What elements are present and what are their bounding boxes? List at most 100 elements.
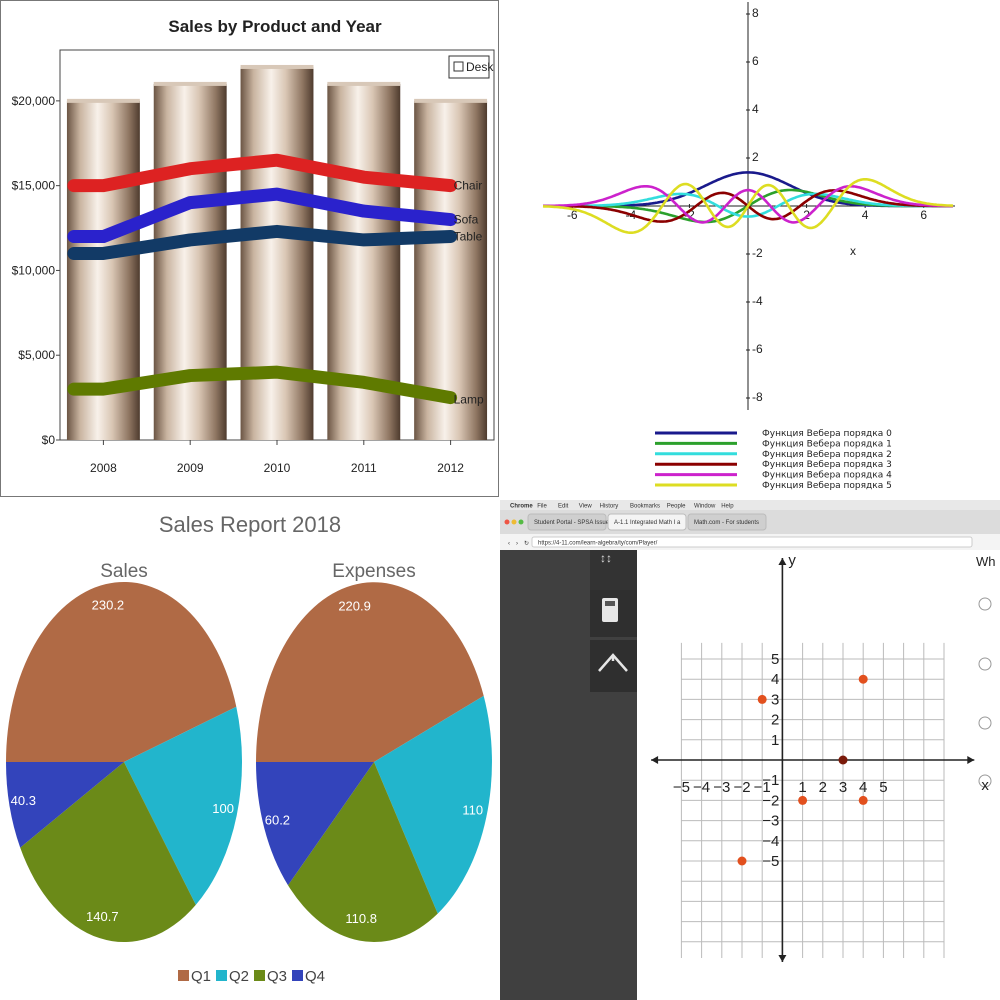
line-series: Chair Sofa Table Lamp (67, 153, 484, 407)
pie-sales: 230.2 100 140.7 40.3 (5, 581, 243, 943)
y-tick-label: −2 (762, 792, 779, 809)
slice-label: 110.8 (345, 911, 377, 926)
x-tick-label: -6 (567, 208, 578, 222)
legend-label-q4: Q4 (305, 968, 325, 985)
y-tick-label: −5 (762, 853, 779, 870)
legend-label-desk: Desk (466, 60, 494, 74)
slice-label: 140.7 (86, 909, 119, 924)
url-field[interactable] (531, 536, 973, 548)
x-tick-label: 6 (920, 208, 927, 222)
y-tick-label: $10,000 (12, 263, 56, 277)
x-axis: 2008 2009 2010 2011 2012 (90, 440, 464, 475)
x-tick-label: 2011 (351, 461, 377, 475)
curve-weber-order-5 (542, 178, 954, 234)
tool-button-top[interactable] (590, 550, 637, 590)
reference-button[interactable] (590, 640, 637, 692)
slice-sales-q2 (124, 706, 243, 905)
legend-label-q3: Q3 (267, 968, 287, 985)
x-tick-label: 2008 (90, 461, 117, 475)
y-axis: $0 $5,000 $10,000 $15,000 $20,000 (12, 94, 60, 447)
bar-top-cap (153, 81, 227, 86)
answer-choice-b[interactable] (978, 657, 992, 671)
curves (542, 171, 954, 234)
y-tick-label: 2 (771, 712, 779, 729)
slice-label: 110 (462, 803, 483, 818)
point-3-0 (838, 755, 848, 765)
y-tick-label: -6 (752, 342, 763, 356)
slice-expenses-q2 (374, 695, 492, 914)
browser-tab[interactable] (687, 513, 767, 531)
answer-choice-c[interactable] (978, 716, 992, 730)
slice-expenses-q4 (256, 762, 374, 886)
chart-title: Sales Report 2018 (159, 512, 341, 537)
slice-expenses-q1 (256, 582, 484, 762)
url-text: https://4-11.com/learn-algebra/ty/com/Pl… (538, 541, 658, 547)
menu-item-edit[interactable]: Edit (558, 504, 569, 510)
line-chair (67, 153, 458, 193)
bar-desk-2009 (153, 83, 227, 441)
x-tick-label: −2 (733, 779, 750, 796)
y-tick-label: 2 (752, 150, 759, 164)
line-lamp (67, 365, 458, 405)
menu-item-file[interactable]: File (537, 504, 547, 510)
sales-report-chart-panel: Sales Report 2018 Sales Expenses 230.2 10… (0, 500, 500, 1000)
slice-sales-q3 (20, 762, 196, 943)
menu-item-bookmarks[interactable]: Bookmarks (630, 504, 660, 510)
legend-label-order-2: Функция Вебера порядка 2 (762, 450, 892, 460)
slice-sales-q4 (6, 762, 124, 848)
curve-weber-order-4 (543, 185, 953, 224)
plotted-points (737, 674, 868, 866)
x-tick-label: 2 (819, 779, 827, 796)
pie-expenses: 220.9 110 110.8 60.2 (256, 582, 492, 943)
x-tick-label: −3 (713, 779, 730, 796)
line-sofa (67, 187, 458, 244)
y-tick-label: 5 (771, 651, 779, 668)
answer-choice-d[interactable] (978, 774, 992, 788)
tabs[interactable]: Student Portal - SPSA Issue A-1.1 Integra… (527, 513, 767, 531)
back-icon[interactable]: ‹ (508, 541, 510, 547)
x-axis-label: x (981, 777, 989, 794)
series-label-table: Table (454, 230, 483, 244)
menu-item-people[interactable]: People (667, 504, 686, 510)
close-window-icon[interactable] (504, 519, 510, 525)
minimize-window-icon[interactable] (511, 519, 517, 525)
browser-tab-label: Student Portal - SPSA Issue (534, 520, 610, 526)
browser-tab[interactable] (607, 513, 687, 531)
menu-item-history[interactable]: History (600, 504, 619, 510)
y-axis-arrow-down (778, 955, 787, 962)
forward-icon[interactable]: › (516, 541, 518, 547)
series-label-lamp: Lamp (454, 393, 484, 407)
menu-item-window[interactable]: Window (694, 504, 716, 510)
x-tick-label: −5 (673, 779, 690, 796)
y-tick-label: -4 (752, 294, 763, 308)
menu-item-help[interactable]: Help (721, 504, 734, 510)
menu-item-chrome[interactable]: Chrome (510, 504, 533, 510)
reload-icon[interactable]: ↻ (524, 540, 529, 547)
bar-top-cap (414, 98, 488, 103)
legend-label-order-4: Функция Вебера порядка 4 (762, 471, 892, 481)
point--2--5 (737, 856, 747, 866)
menu-item-view[interactable]: View (579, 504, 593, 510)
y-tick-label: −3 (762, 813, 779, 830)
browser-tab[interactable] (527, 513, 607, 531)
y-tick-label: 6 (752, 54, 759, 68)
x-tick-label: −4 (693, 779, 710, 796)
slice-sales-q1 (5, 581, 237, 762)
legend-label-order-3: Функция Вебера порядка 3 (762, 460, 892, 470)
calculator-screen (605, 601, 615, 606)
bar-top-cap (327, 81, 401, 86)
legend-swatch-q1 (178, 970, 189, 981)
answer-choice-a[interactable] (978, 597, 992, 611)
y-tick-label: 3 (771, 691, 779, 708)
menu-bar (500, 500, 1000, 510)
y-tick-label: -8 (752, 390, 763, 404)
menu-items[interactable]: Chrome File Edit View History Bookmarks People… (510, 504, 734, 510)
question-text: Wh (976, 554, 996, 569)
y-tick-label: -2 (752, 246, 763, 260)
series-label-sofa: Sofa (454, 213, 479, 227)
x-tick-label: 2009 (177, 461, 204, 475)
maximize-window-icon[interactable] (518, 519, 524, 525)
curve-weber-order-2 (543, 192, 953, 218)
x-axis-label: x (850, 244, 856, 258)
